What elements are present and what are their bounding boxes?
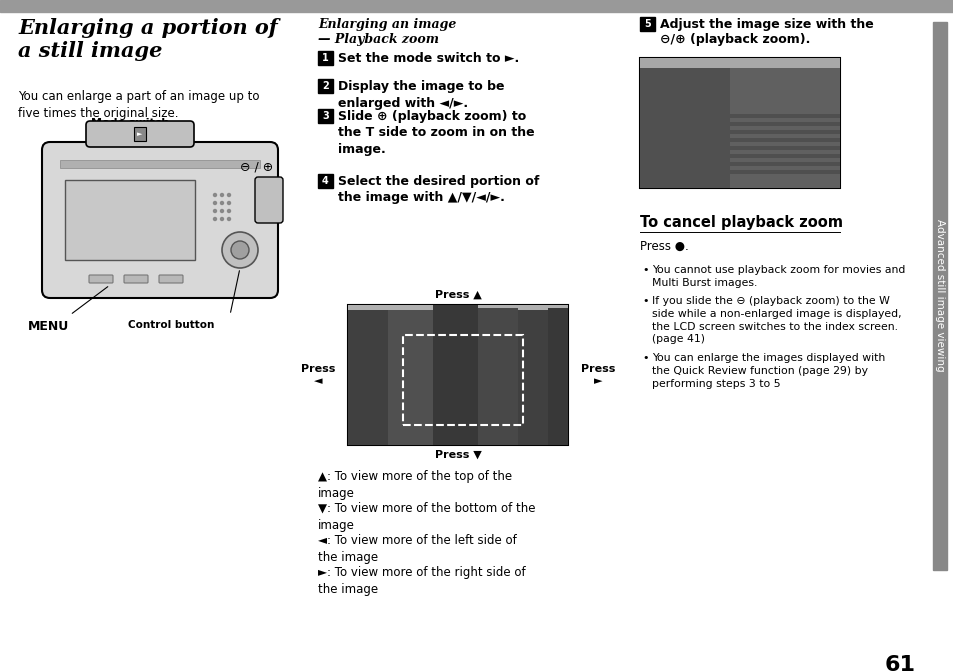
Text: Control button: Control button [128,320,214,330]
Bar [433,305,477,445]
Bar [348,310,402,445]
Text: •: • [641,265,648,275]
Bar [729,154,840,158]
Text: Display the image to be
enlarged with ◄/►.: Display the image to be enlarged with ◄/… [337,80,504,109]
Circle shape [227,217,231,221]
Bar [547,308,567,445]
Text: If you slide the ⊖ (playback zoom) to the W
side while a non-enlarged image is d: If you slide the ⊖ (playback zoom) to th… [651,296,901,344]
Bar [317,109,333,123]
Text: •: • [641,353,648,363]
Bar [729,138,840,142]
Text: Enlarging an image: Enlarging an image [317,18,456,31]
Bar [317,174,333,188]
Bar [348,305,567,355]
Text: Press
◄: Press ◄ [300,364,335,386]
Bar [729,146,840,150]
Text: You can enlarge the images displayed with
the Quick Review function (page 29) by: You can enlarge the images displayed wit… [651,353,884,389]
Circle shape [213,201,216,205]
Bar [388,310,442,445]
Bar [133,127,146,141]
Bar [729,130,840,134]
Bar [729,170,840,174]
Bar [317,79,333,93]
Circle shape [220,217,223,221]
Text: ▲: To view more of the top of the
image: ▲: To view more of the top of the image [317,470,512,499]
FancyBboxPatch shape [42,142,277,298]
Circle shape [227,209,231,213]
Text: Press ▼: Press ▼ [435,450,481,460]
Circle shape [220,193,223,197]
Circle shape [220,209,223,213]
Text: ►: To view more of the right side of
the image: ►: To view more of the right side of the… [317,566,525,595]
Text: Advanced still image viewing: Advanced still image viewing [934,219,944,371]
Bar [477,308,517,445]
Bar [402,335,522,425]
Bar [729,68,840,188]
FancyBboxPatch shape [159,275,183,283]
Text: MENU: MENU [28,320,70,333]
Text: Press ●.: Press ●. [639,240,688,253]
Text: Adjust the image size with the: Adjust the image size with the [659,18,873,31]
Text: — Playback zoom: — Playback zoom [317,33,438,46]
Text: ⊖ / ⊕: ⊖ / ⊕ [240,160,273,173]
Circle shape [227,201,231,205]
Bar [729,162,840,166]
FancyBboxPatch shape [89,275,112,283]
Text: 2: 2 [322,81,329,91]
Text: ◄: To view more of the left side of
the image: ◄: To view more of the left side of the … [317,534,517,564]
Text: Press
►: Press ► [580,364,615,386]
Bar [317,51,333,65]
Text: Set the mode switch to ►.: Set the mode switch to ►. [337,52,518,65]
FancyBboxPatch shape [86,121,193,147]
Bar [729,122,840,126]
Text: 5: 5 [643,19,650,29]
Text: Slide ⊕ (playback zoom) to
the T side to zoom in on the
image.: Slide ⊕ (playback zoom) to the T side to… [337,110,534,156]
Text: You cannot use playback zoom for movies and
Multi Burst images.: You cannot use playback zoom for movies … [651,265,904,288]
Text: ►: ► [137,131,143,137]
FancyBboxPatch shape [254,177,283,223]
Bar [639,17,655,31]
Text: Enlarging a portion of
a still image: Enlarging a portion of a still image [18,18,277,61]
Text: Select the desired portion of
the image with ▲/▼/◄/►.: Select the desired portion of the image … [337,175,538,205]
Text: Press ▲: Press ▲ [435,290,481,300]
Text: You can enlarge a part of an image up to
five times the original size.: You can enlarge a part of an image up to… [18,90,259,120]
Circle shape [213,193,216,197]
Text: Mode switch: Mode switch [91,118,169,128]
Bar [729,114,840,118]
Bar [348,305,567,445]
Circle shape [222,232,257,268]
Text: 4: 4 [322,176,329,186]
Bar [517,310,567,445]
Circle shape [220,201,223,205]
Text: 61: 61 [884,655,915,671]
Bar [60,160,260,168]
FancyBboxPatch shape [124,275,148,283]
Text: ▼: To view more of the bottom of the
image: ▼: To view more of the bottom of the ima… [317,502,535,531]
Bar [639,58,840,113]
Text: •: • [641,296,648,306]
Text: 3: 3 [322,111,329,121]
Circle shape [213,209,216,213]
Circle shape [231,241,249,259]
Text: 1: 1 [322,53,329,63]
Circle shape [227,193,231,197]
Bar [0,0,953,12]
Bar [639,68,729,188]
Bar [639,58,840,188]
Bar [65,180,194,260]
Text: To cancel playback zoom: To cancel playback zoom [639,215,842,230]
Text: ⊖/⊕ (playback zoom).: ⊖/⊕ (playback zoom). [659,33,809,46]
Circle shape [213,217,216,221]
Bar [932,22,946,570]
